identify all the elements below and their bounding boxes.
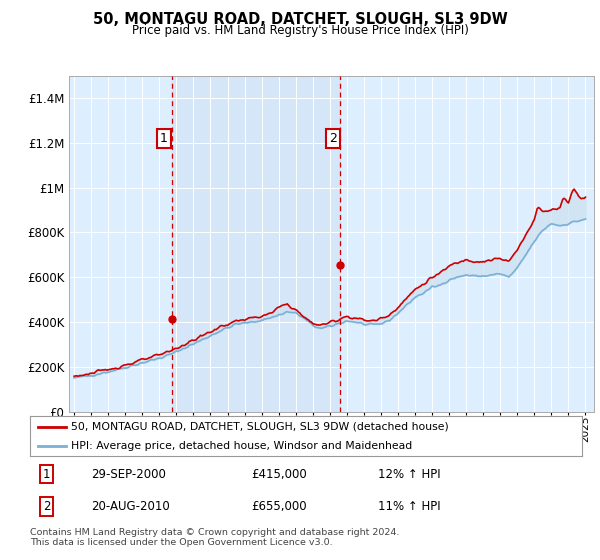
Bar xyxy=(172,76,340,412)
Text: HPI: Average price, detached house, Windsor and Maidenhead: HPI: Average price, detached house, Wind… xyxy=(71,441,413,450)
Text: 2: 2 xyxy=(329,132,337,145)
Text: Price paid vs. HM Land Registry's House Price Index (HPI): Price paid vs. HM Land Registry's House … xyxy=(131,24,469,36)
Text: This data is licensed under the Open Government Licence v3.0.: This data is licensed under the Open Gov… xyxy=(30,538,332,547)
Text: 12% ↑ HPI: 12% ↑ HPI xyxy=(378,468,440,480)
Text: 50, MONTAGU ROAD, DATCHET, SLOUGH, SL3 9DW (detached house): 50, MONTAGU ROAD, DATCHET, SLOUGH, SL3 9… xyxy=(71,422,449,432)
Text: Contains HM Land Registry data © Crown copyright and database right 2024.: Contains HM Land Registry data © Crown c… xyxy=(30,528,400,537)
Text: £655,000: £655,000 xyxy=(251,500,307,513)
Text: 1: 1 xyxy=(43,468,50,480)
Text: £415,000: £415,000 xyxy=(251,468,307,480)
Text: 11% ↑ HPI: 11% ↑ HPI xyxy=(378,500,440,513)
Text: 29-SEP-2000: 29-SEP-2000 xyxy=(91,468,166,480)
Text: 50, MONTAGU ROAD, DATCHET, SLOUGH, SL3 9DW: 50, MONTAGU ROAD, DATCHET, SLOUGH, SL3 9… xyxy=(92,12,508,27)
Text: 20-AUG-2010: 20-AUG-2010 xyxy=(91,500,169,513)
Text: 1: 1 xyxy=(160,132,167,145)
Text: 2: 2 xyxy=(43,500,50,513)
